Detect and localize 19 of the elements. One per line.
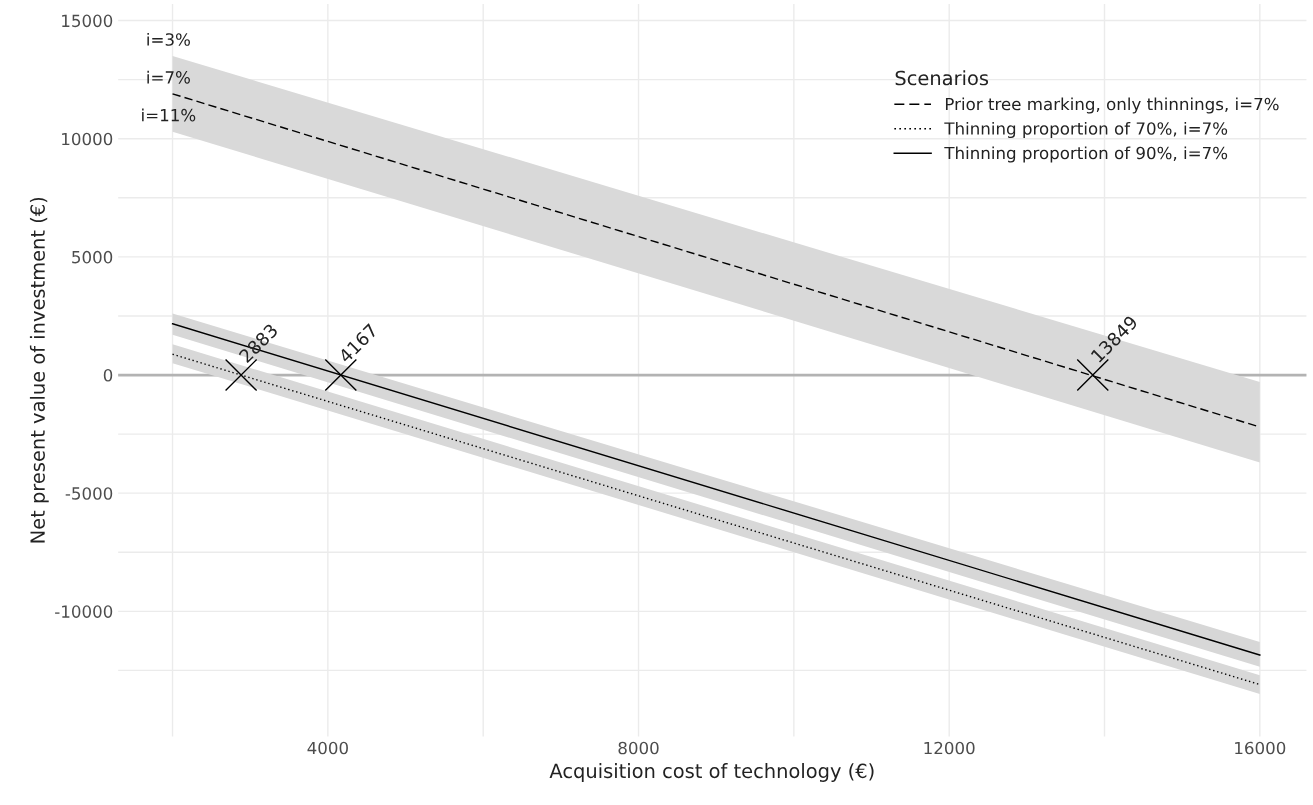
x-tick-label: 8000 xyxy=(618,741,659,755)
y-tick-label: 15000 xyxy=(62,14,113,28)
x-tick-label: 16000 xyxy=(1235,741,1286,755)
y-tick-label: -5000 xyxy=(65,487,113,500)
x-tick-label: 4000 xyxy=(307,741,348,755)
y-tick-label: 10000 xyxy=(62,132,113,146)
y-tick-label: 0 xyxy=(103,368,113,382)
legend-label: Thinning proportion of 90%, i=7% xyxy=(944,146,1228,163)
x-tick-label: 12000 xyxy=(924,741,975,755)
y-tick-label: -10000 xyxy=(55,605,113,618)
y-tick-label: 5000 xyxy=(72,250,113,264)
x-axis-title: Acquisition cost of technology (€) xyxy=(549,763,874,782)
y-axis-title: Net present value of investment (€) xyxy=(29,197,49,543)
annotation: i=3% xyxy=(147,32,190,46)
legend-title: Scenarios xyxy=(895,70,989,86)
legend-label: Thinning proportion of 70%, i=7% xyxy=(944,121,1228,139)
annotation: i=11% xyxy=(142,108,196,122)
legend-label: Prior tree marking, only thinnings, i=7% xyxy=(945,97,1279,114)
annotation: i=7% xyxy=(147,70,190,84)
